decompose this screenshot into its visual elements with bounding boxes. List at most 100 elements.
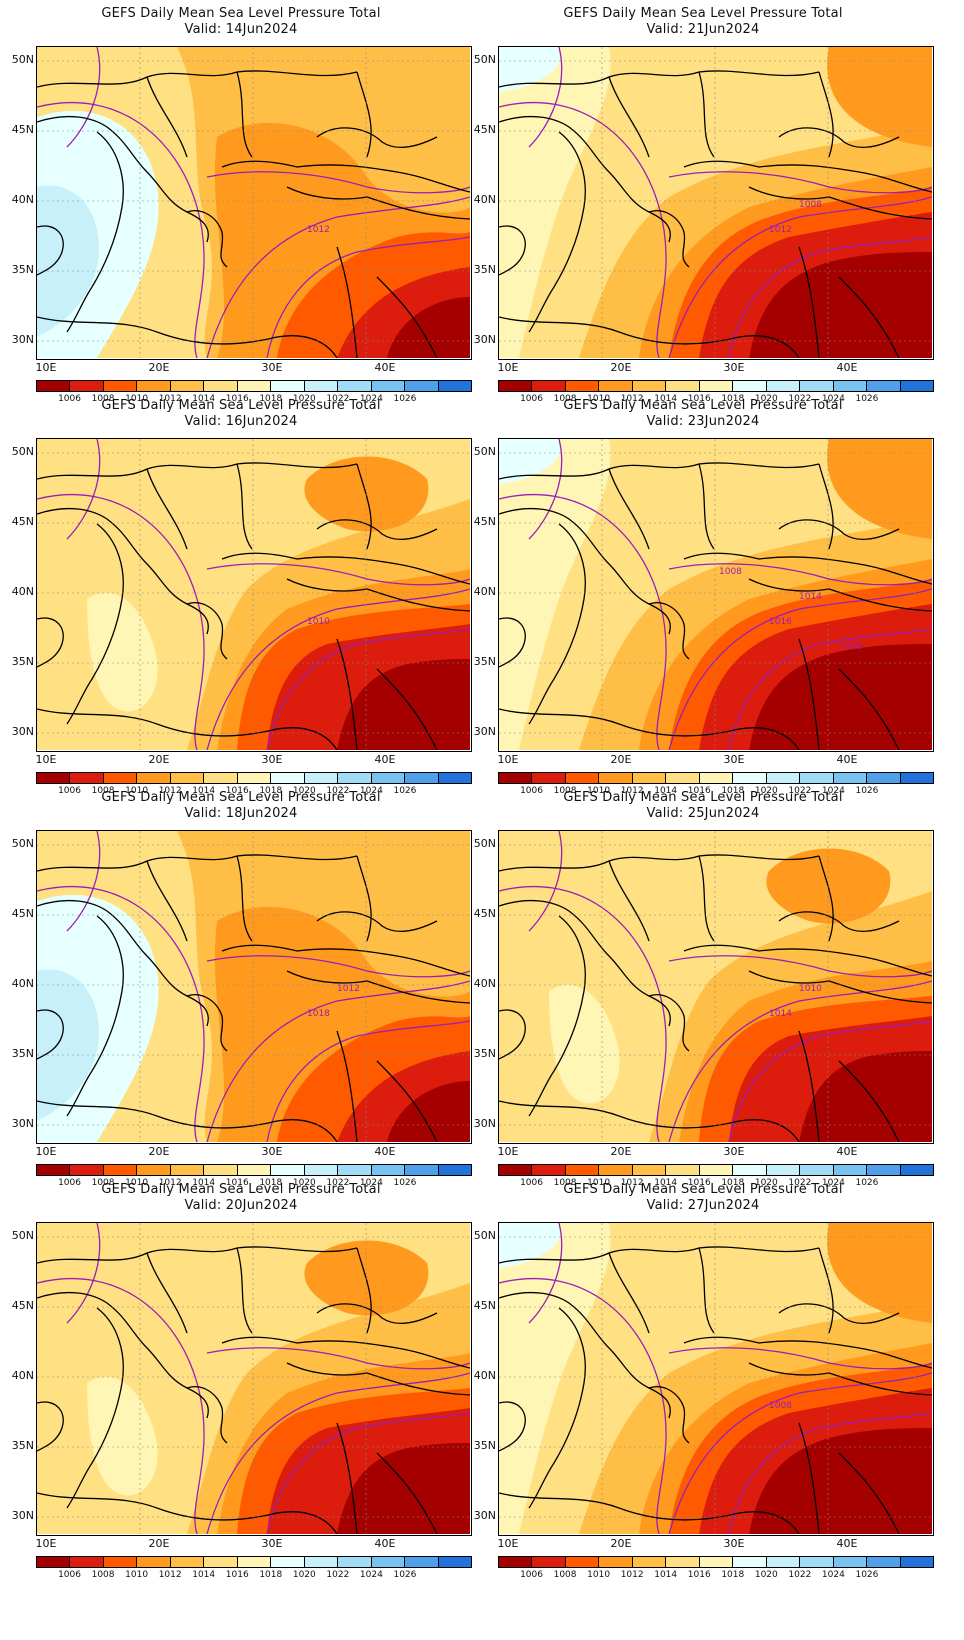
colorbar-swatch [271, 381, 305, 391]
border-line [236, 1247, 253, 1334]
colorbar-label: 1026 [393, 1570, 417, 1580]
border-line [236, 71, 253, 158]
colorbar-swatch [371, 381, 406, 391]
pressure-band [749, 1428, 932, 1534]
colorbar-swatch [900, 381, 934, 391]
isobar [728, 628, 932, 750]
colorbar-label: 1014 [192, 1178, 216, 1188]
colorbar-label: 1010 [587, 786, 611, 796]
isobar [266, 1412, 470, 1534]
isobar [728, 236, 932, 358]
border-line [236, 855, 253, 942]
colorbar-label: 1010 [125, 1570, 149, 1580]
isobar [668, 196, 932, 358]
colorbar-label: 1012 [158, 1570, 182, 1580]
colorbar-swatch [237, 1557, 272, 1567]
colorbar-swatch [271, 1557, 305, 1567]
colorbar-swatch [37, 1165, 71, 1175]
isobar [499, 494, 667, 750]
map-area [36, 1222, 472, 1536]
border-line [818, 855, 834, 942]
colorbar-label: 1006 [520, 394, 543, 404]
colorbar-label: 1006 [520, 1178, 543, 1188]
colorbar [36, 1556, 472, 1568]
contour-label: 1018 [307, 1009, 330, 1019]
longitude-label: 30E [723, 1537, 745, 1550]
latitude-label: 45N [11, 515, 34, 528]
colorbar-label: 1020 [754, 394, 778, 404]
map-area: 1012 [36, 46, 472, 360]
border-line [683, 552, 932, 585]
latitude-label: 50N [11, 445, 34, 458]
pressure-band [499, 1223, 561, 1268]
colorbar-label: 1022 [788, 786, 812, 796]
longitude-label: 30E [723, 753, 745, 766]
isobar [206, 1347, 470, 1370]
border-line [838, 668, 900, 750]
pressure-band [337, 659, 470, 750]
latitude-label: 35N [11, 1047, 34, 1060]
isobar [668, 1347, 932, 1370]
border-line [37, 70, 358, 88]
colorbar-swatch [405, 1165, 439, 1175]
latitude-label: 35N [473, 1047, 496, 1060]
longitude-label: 20E [610, 1145, 632, 1158]
colorbar-swatch [37, 773, 71, 783]
colorbar-swatch [304, 381, 339, 391]
pressure-band [499, 439, 611, 750]
latitude-label: 45N [11, 1299, 34, 1312]
colorbar-label: 1006 [520, 1570, 543, 1580]
colorbar-swatch [766, 1165, 801, 1175]
border-line [286, 186, 470, 220]
colorbar-label: 1020 [292, 394, 316, 404]
colorbar [36, 380, 472, 392]
latitude-label: 50N [473, 1229, 496, 1242]
pressure-band [499, 47, 561, 92]
colorbar [498, 1556, 934, 1568]
longitude-label: 20E [148, 361, 170, 374]
colorbar-swatch [304, 1557, 339, 1567]
latitude-label: 40N [11, 585, 34, 598]
colorbar-swatch [237, 773, 272, 783]
colorbar-swatch [532, 773, 566, 783]
border-line [66, 1307, 124, 1509]
colorbar-label: 1020 [754, 1178, 778, 1188]
colorbar-label: 1008 [553, 1178, 577, 1188]
colorbar-label: 1024 [359, 786, 383, 796]
colorbar-swatch [632, 773, 667, 783]
colorbar-swatch [632, 381, 667, 391]
border-line [778, 911, 900, 933]
border-line [499, 1401, 526, 1452]
isobar [66, 1223, 101, 1324]
colorbar-swatch [599, 1165, 633, 1175]
latitude-label: 30N [473, 1509, 496, 1522]
panel-title: GEFS Daily Mean Sea Level Pressure Total [101, 1182, 381, 1197]
latitude-label: 50N [473, 837, 496, 850]
colorbar-swatch [137, 1165, 171, 1175]
border-line [286, 578, 470, 612]
colorbar-label: 1006 [58, 1178, 81, 1188]
colorbar [498, 380, 934, 392]
panel-title: GEFS Daily Mean Sea Level Pressure Total [101, 6, 381, 21]
border-line [376, 668, 438, 750]
colorbar-swatch [237, 381, 272, 391]
border-line [499, 708, 800, 750]
border-line [66, 131, 124, 333]
latitude-label: 35N [473, 263, 496, 276]
colorbar-swatch [170, 1557, 205, 1567]
border-line [66, 915, 124, 1117]
panel-valid-date: Valid: 14Jun2024 [184, 22, 298, 37]
panel-title: GEFS Daily Mean Sea Level Pressure Total [101, 790, 381, 805]
contour-label: 1014 [799, 592, 822, 602]
isobar [37, 494, 205, 750]
colorbar-label: 1014 [654, 1178, 678, 1188]
colorbar-label: 1016 [687, 1178, 711, 1188]
colorbar-swatch [565, 381, 600, 391]
pressure-band [827, 47, 932, 147]
colorbar-label: 1010 [587, 1570, 611, 1580]
border-line [356, 1247, 372, 1334]
border-line [698, 71, 715, 158]
colorbar-label: 1008 [91, 394, 115, 404]
border-line [221, 944, 470, 977]
colorbar-swatch [170, 1165, 205, 1175]
